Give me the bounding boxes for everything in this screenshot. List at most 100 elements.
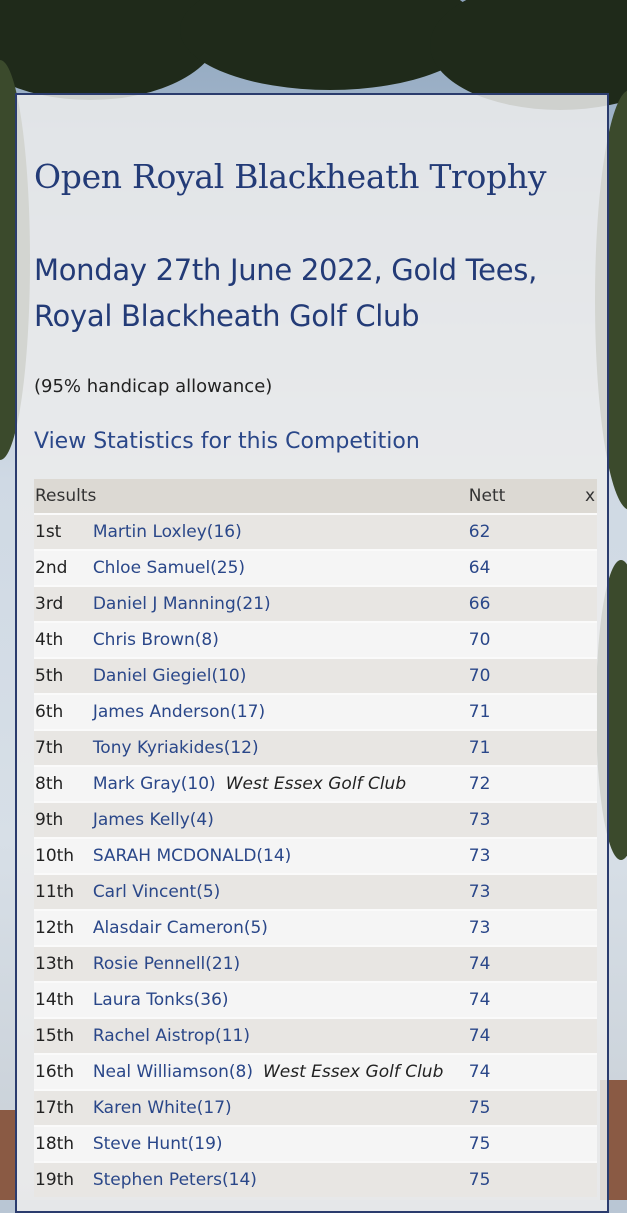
- player-name-link[interactable]: Alasdair Cameron(5): [92, 918, 268, 938]
- spacer-cell: [578, 765, 597, 802]
- player-name-link[interactable]: James Anderson(17): [92, 702, 266, 722]
- player-name-link[interactable]: Karen White(17): [92, 1098, 232, 1118]
- position-cell: 3rd: [34, 585, 93, 622]
- spacer-cell: [578, 981, 597, 1018]
- nett-score-cell: 75: [468, 1089, 579, 1126]
- spacer-cell: [578, 909, 597, 946]
- player-cell: Daniel Giegiel(10): [92, 657, 469, 694]
- nett-column-header: Nett: [468, 479, 579, 514]
- player-cell: Rachel Aistrop(11): [92, 1017, 469, 1054]
- player-name-link[interactable]: Neal Williamson(8): [92, 1062, 253, 1082]
- position-cell: 1st: [34, 513, 93, 550]
- table-row: 4th Chris Brown(8) 70: [34, 621, 597, 658]
- player-cell: Mark Gray(10) West Essex Golf Club: [92, 765, 469, 802]
- spacer-cell: [578, 657, 597, 694]
- player-name-link[interactable]: Tony Kyriakides(12): [92, 738, 259, 758]
- nett-score-cell: 75: [468, 1161, 579, 1197]
- position-cell: 17th: [34, 1089, 93, 1126]
- position-cell: 8th: [34, 765, 93, 802]
- nett-score-cell: 73: [468, 801, 579, 838]
- player-cell: Tony Kyriakides(12): [92, 729, 469, 766]
- position-cell: 2nd: [34, 549, 93, 586]
- position-cell: 11th: [34, 873, 93, 910]
- player-cell: Alasdair Cameron(5): [92, 909, 469, 946]
- position-cell: 9th: [34, 801, 93, 838]
- results-body: 1st Martin Loxley(16) 62 2nd Chloe Samuel(25…: [34, 513, 597, 1197]
- player-cell: Martin Loxley(16): [92, 513, 469, 550]
- table-row: 15th Rachel Aistrop(11) 74: [34, 1017, 597, 1054]
- player-cell: Steve Hunt(19): [92, 1125, 469, 1162]
- player-name-link[interactable]: James Kelly(4): [92, 810, 214, 830]
- player-name-link[interactable]: Daniel Giegiel(10): [92, 666, 247, 686]
- spacer-cell: [578, 1089, 597, 1126]
- player-name-link[interactable]: Steve Hunt(19): [92, 1134, 223, 1154]
- player-cell: Karen White(17): [92, 1089, 469, 1126]
- table-row: 7th Tony Kyriakides(12) 71: [34, 729, 597, 766]
- spacer-cell: [578, 873, 597, 910]
- position-cell: 4th: [34, 621, 93, 658]
- player-name-link[interactable]: SARAH MCDONALD(14): [92, 846, 292, 866]
- player-cell: Neal Williamson(8) West Essex Golf Club: [92, 1053, 469, 1090]
- nett-score-cell: 74: [468, 981, 579, 1018]
- position-cell: 14th: [34, 981, 93, 1018]
- nett-score-cell: 70: [468, 657, 579, 694]
- spacer-cell: [578, 729, 597, 766]
- position-cell: 10th: [34, 837, 93, 874]
- player-cell: Chris Brown(8): [92, 621, 469, 658]
- spacer-cell: [578, 801, 597, 838]
- nett-score-cell: 75: [468, 1125, 579, 1162]
- spacer-cell: [578, 1053, 597, 1090]
- table-row: 18th Steve Hunt(19) 75: [34, 1125, 597, 1162]
- close-button[interactable]: x: [578, 479, 597, 514]
- table-row: 6th James Anderson(17) 71: [34, 693, 597, 730]
- spacer-cell: [578, 945, 597, 982]
- table-row: 1st Martin Loxley(16) 62: [34, 513, 597, 550]
- view-statistics-link[interactable]: View Statistics for this Competition: [34, 429, 420, 454]
- position-cell: 18th: [34, 1125, 93, 1162]
- player-cell: Laura Tonks(36): [92, 981, 469, 1018]
- player-club: West Essex Golf Club: [225, 774, 407, 794]
- handicap-allowance-note: (95% handicap allowance): [34, 376, 273, 397]
- player-cell: James Anderson(17): [92, 693, 469, 730]
- player-cell: Carl Vincent(5): [92, 873, 469, 910]
- table-row: 8th Mark Gray(10) West Essex Golf Club 72: [34, 765, 597, 802]
- player-cell: Daniel J Manning(21): [92, 585, 469, 622]
- player-name-link[interactable]: Stephen Peters(14): [92, 1170, 257, 1190]
- position-cell: 19th: [34, 1161, 93, 1197]
- spacer-cell: [578, 513, 597, 550]
- table-row: 16th Neal Williamson(8) West Essex Golf Cl…: [34, 1053, 597, 1090]
- table-row: 14th Laura Tonks(36) 74: [34, 981, 597, 1018]
- table-row: 3rd Daniel J Manning(21) 66: [34, 585, 597, 622]
- spacer-cell: [578, 549, 597, 586]
- table-row: 19th Stephen Peters(14) 75: [34, 1161, 597, 1197]
- player-name-link[interactable]: Mark Gray(10): [92, 774, 216, 794]
- position-cell: 15th: [34, 1017, 93, 1054]
- position-cell: 5th: [34, 657, 93, 694]
- spacer-cell: [578, 585, 597, 622]
- spacer-cell: [578, 621, 597, 658]
- nett-score-cell: 66: [468, 585, 579, 622]
- nett-score-cell: 73: [468, 873, 579, 910]
- nett-score-cell: 72: [468, 765, 579, 802]
- position-cell: 7th: [34, 729, 93, 766]
- player-name-link[interactable]: Laura Tonks(36): [92, 990, 229, 1010]
- table-row: 2nd Chloe Samuel(25) 64: [34, 549, 597, 586]
- player-cell: Stephen Peters(14): [92, 1161, 469, 1197]
- results-column-header: Results: [34, 479, 469, 514]
- player-name-link[interactable]: Daniel J Manning(21): [92, 594, 271, 614]
- player-name-link[interactable]: Chris Brown(8): [92, 630, 219, 650]
- spacer-cell: [578, 837, 597, 874]
- player-name-link[interactable]: Martin Loxley(16): [92, 522, 242, 542]
- nett-score-cell: 73: [468, 909, 579, 946]
- player-name-link[interactable]: Carl Vincent(5): [92, 882, 221, 902]
- spacer-cell: [578, 1125, 597, 1162]
- player-name-link[interactable]: Chloe Samuel(25): [92, 558, 246, 578]
- player-club: West Essex Golf Club: [262, 1062, 444, 1082]
- spacer-cell: [578, 1017, 597, 1054]
- results-table: Results Nett x 1st Martin Loxley(16) 62 2nd…: [34, 479, 597, 1197]
- player-name-link[interactable]: Rachel Aistrop(11): [92, 1026, 250, 1046]
- nett-score-cell: 62: [468, 513, 579, 550]
- table-row: 11th Carl Vincent(5) 73: [34, 873, 597, 910]
- player-name-link[interactable]: Rosie Pennell(21): [92, 954, 241, 974]
- table-row: 9th James Kelly(4) 73: [34, 801, 597, 838]
